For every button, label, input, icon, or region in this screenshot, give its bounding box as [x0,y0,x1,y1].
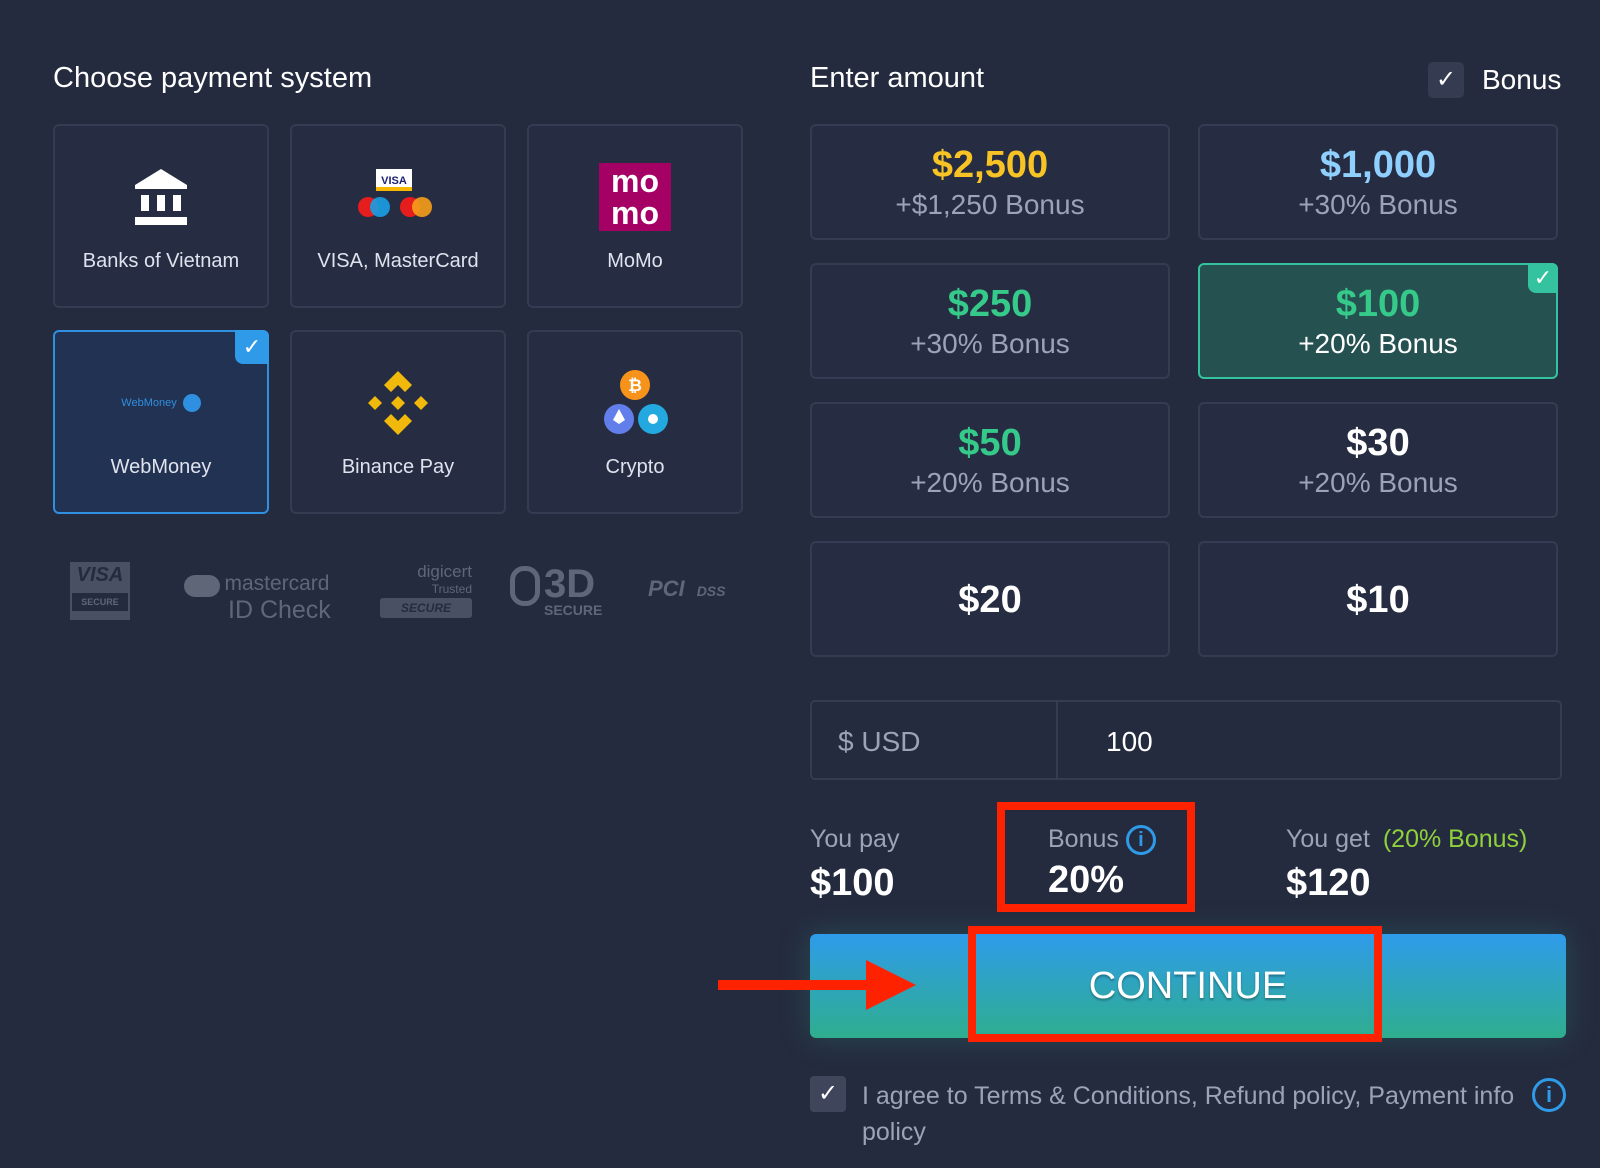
selected-check-icon: ✓ [235,330,269,364]
bonus-summary: Bonus i 20% [1048,825,1156,902]
amount-option[interactable]: $50 +20% Bonus [810,402,1170,518]
agree-text[interactable]: I agree to Terms & Conditions, Refund po… [862,1082,1515,1146]
bank-icon [55,162,267,232]
method-momo[interactable]: mo mo MoMo [527,124,743,308]
amount-value: $2,500 [931,144,1049,186]
amount-value: $50 [958,422,1022,464]
amount-option[interactable]: $250 +30% Bonus [810,263,1170,379]
svg-text:VISA: VISA [381,175,407,187]
amount-bonus: +20% Bonus [910,467,1070,498]
binance-icon [292,368,504,438]
amount-bonus: +30% Bonus [1298,189,1458,220]
amount-option[interactable]: ✓ $100 +20% Bonus [1198,263,1558,379]
method-webmoney[interactable]: ✓ WebMoney WebMoney [53,330,269,514]
amount-input-group: $ USD 100 [810,700,1562,780]
you-get: You get (20% Bonus) $120 [1286,825,1528,904]
method-crypto[interactable]: ₿ Crypto [527,330,743,514]
continue-button[interactable]: CONTINUE [810,934,1566,1038]
amount-bonus: +30% Bonus [910,328,1070,359]
amount-value: $1,000 [1319,144,1437,186]
amount-option[interactable]: $20 [810,541,1170,657]
method-binance-pay[interactable]: Binance Pay [290,330,506,514]
digicert-logo: digicert Trusted SECURE [380,562,472,618]
webmoney-icon: WebMoney [55,368,267,438]
amount-value: $20 [958,579,1022,621]
visa-secure-logo: VISA SECURE [70,562,130,620]
info-icon[interactable]: i [1125,825,1156,856]
amount-value: $30 [1346,422,1410,464]
momo-icon: mo mo [529,162,741,232]
pci-dss-logo: PCI DSS [648,576,726,601]
svg-text:₿: ₿ [628,376,642,395]
amount-value: $100 [1335,283,1421,325]
crypto-icon: ₿ [529,368,741,438]
method-banks-of-vietnam[interactable]: Banks of Vietnam [53,124,269,308]
mastercard-id-check-logo: mastercard ID Check [184,572,331,623]
amount-bonus: +$1,250 Bonus [895,189,1085,220]
amount-bonus: +20% Bonus [1298,467,1458,498]
amount-option[interactable]: $1,000 +30% Bonus [1198,124,1558,240]
annotation-arrow [718,980,868,990]
bonus-checkbox[interactable]: ✓ [1428,62,1464,98]
annotation-box-bonus [997,802,1195,912]
annotation-box-continue [968,926,1382,1042]
payment-system-title: Choose payment system [53,62,373,94]
selected-check-icon: ✓ [1528,263,1558,293]
you-pay: You pay $100 [810,825,900,904]
currency-label: $ USD [812,702,1058,778]
amount-input[interactable]: 100 [1106,726,1153,757]
amount-option[interactable]: $2,500 +$1,250 Bonus [810,124,1170,240]
amount-value: $250 [947,283,1033,325]
agree-info-icon[interactable]: i [1532,1078,1566,1112]
bonus-label: Bonus [1482,64,1562,95]
agree-checkbox[interactable]: ✓ [810,1076,846,1112]
amount-value: $10 [1346,579,1410,621]
annotation-arrow-head [866,960,916,1010]
amount-bonus: +20% Bonus [1298,328,1458,359]
method-visa-mastercard[interactable]: VISA VISA, MasterCard [290,124,506,308]
3d-secure-logo: 3D SECURE [510,564,602,618]
enter-amount-title: Enter amount [810,62,985,94]
amount-option[interactable]: $30 +20% Bonus [1198,402,1558,518]
amount-option[interactable]: $10 [1198,541,1558,657]
visa-mastercard-icon: VISA [292,162,504,232]
